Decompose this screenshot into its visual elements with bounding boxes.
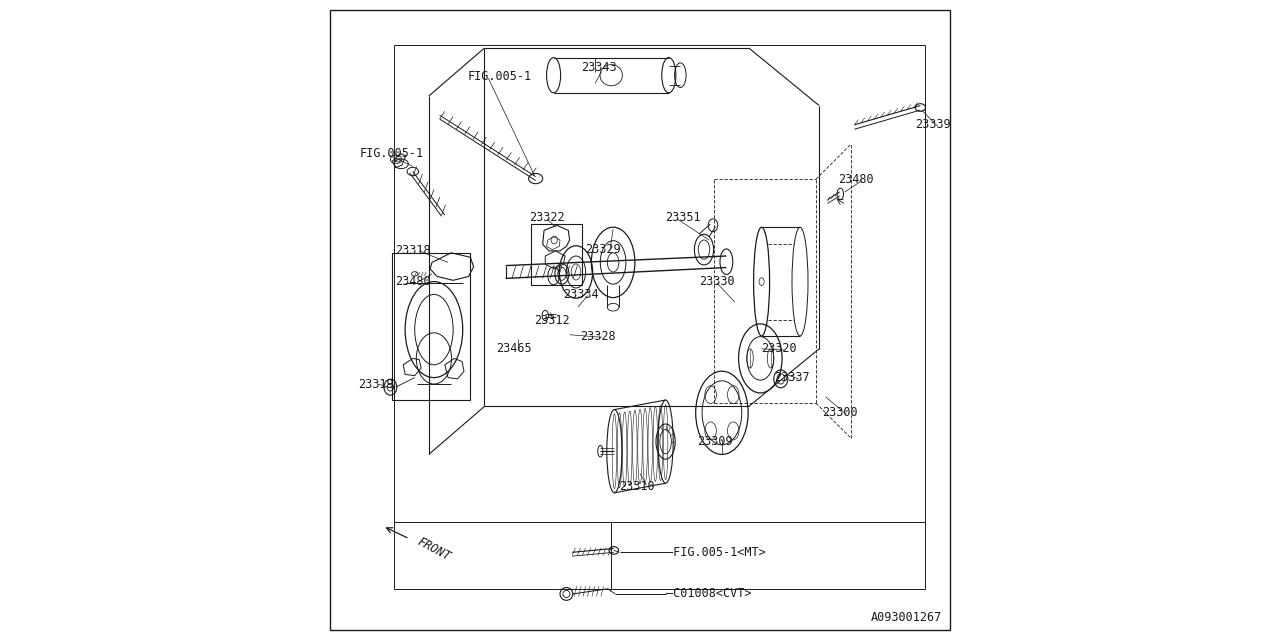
Bar	[392, 253, 471, 400]
Text: 23320: 23320	[762, 342, 797, 355]
Text: 23329: 23329	[585, 243, 621, 256]
Text: FIG.005-1: FIG.005-1	[467, 70, 531, 83]
Text: 23309: 23309	[698, 435, 733, 448]
Text: 23480: 23480	[838, 173, 874, 186]
Text: A093001267: A093001267	[870, 611, 942, 624]
Text: 23334: 23334	[563, 288, 599, 301]
Text: 23318: 23318	[396, 244, 431, 257]
Bar	[531, 224, 582, 285]
Text: —C01008<CVT>: —C01008<CVT>	[666, 588, 751, 600]
Text: FRONT: FRONT	[415, 535, 452, 563]
Text: 23465: 23465	[497, 342, 531, 355]
Text: 23319: 23319	[358, 378, 394, 390]
Text: 23330: 23330	[699, 275, 735, 288]
Text: 23480: 23480	[396, 275, 431, 288]
Text: 23310: 23310	[620, 480, 655, 493]
Text: 23312: 23312	[534, 314, 570, 326]
Text: 23328: 23328	[580, 330, 616, 342]
Text: 23322: 23322	[530, 211, 564, 224]
Text: 23337: 23337	[774, 371, 810, 384]
Text: —FIG.005-1<MT>: —FIG.005-1<MT>	[666, 546, 765, 559]
Text: 23343: 23343	[581, 61, 617, 74]
Text: 23351: 23351	[666, 211, 701, 224]
Text: 23300: 23300	[823, 406, 858, 419]
Text: 23339: 23339	[915, 118, 951, 131]
Text: FIG.005-1: FIG.005-1	[360, 147, 424, 160]
